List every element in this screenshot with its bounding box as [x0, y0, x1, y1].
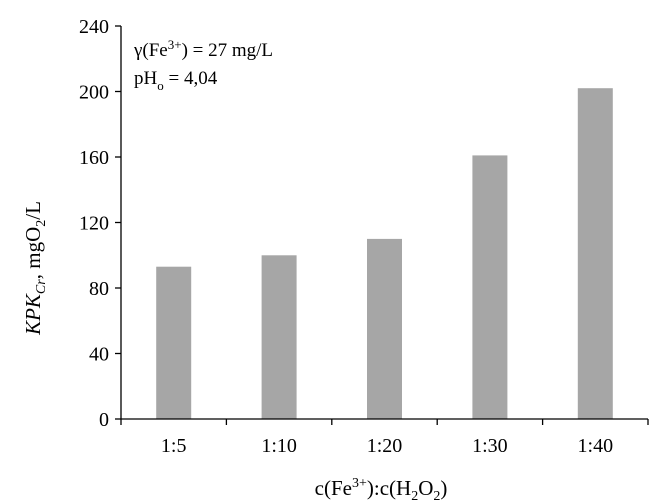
- x-tick-label-0: 1:5: [161, 435, 187, 457]
- y-tick-label-3: 120: [79, 213, 109, 235]
- bar-1: [261, 255, 297, 420]
- y-tick-label-4: 160: [79, 147, 109, 169]
- bar-2: [367, 238, 402, 419]
- y-tick-label-0: 0: [99, 409, 109, 431]
- y-tick-label-2: 80: [89, 278, 109, 300]
- y-axis-title: KPKCr, mgO2/L: [21, 201, 49, 336]
- bar-3: [472, 155, 508, 419]
- annotation-initial-ph: pHo = 4,04: [134, 68, 218, 93]
- plot-area: 0 40 80 120 160 200 240 1:5 1:10 1:20 1:30 1:40: [79, 16, 649, 457]
- x-tick-label-1: 1:10: [261, 435, 297, 457]
- x-tick-label-2: 1:20: [367, 435, 403, 457]
- x-tick-label-4: 1:40: [578, 435, 614, 457]
- x-tick-label-3: 1:30: [472, 435, 508, 457]
- y-tick-label-6: 240: [79, 16, 109, 38]
- bar-4: [577, 88, 613, 419]
- y-tick-label-1: 40: [89, 344, 109, 366]
- x-axis-title: c(Fe3+):c(H2O2): [315, 476, 448, 503]
- annotation-fe-concentration: γ(Fe3+) = 27 mg/L: [133, 37, 273, 61]
- y-tick-label-5: 200: [79, 82, 109, 104]
- bar-0: [156, 266, 192, 419]
